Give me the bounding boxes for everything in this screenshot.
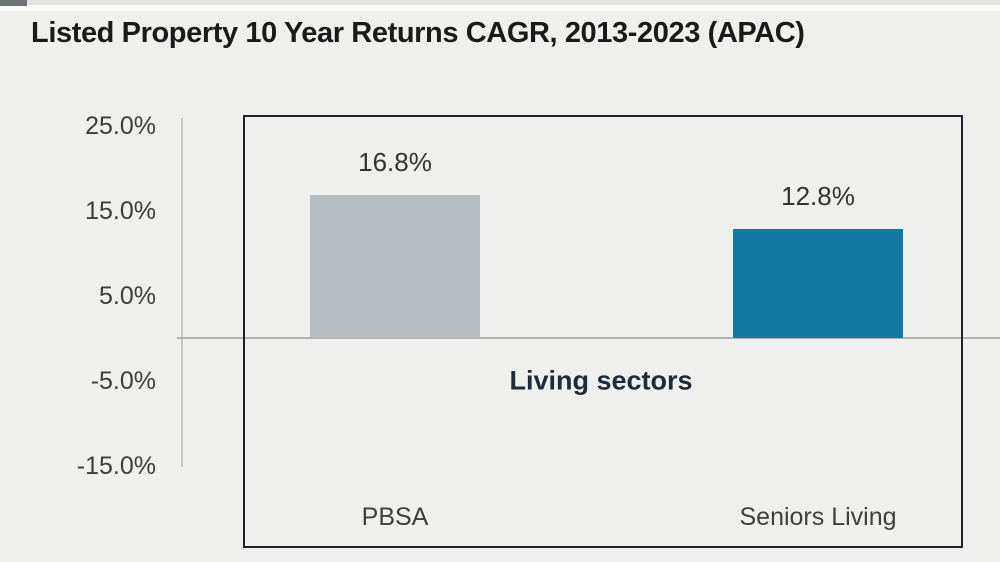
living-sectors-annotation: Living sectors: [509, 365, 693, 396]
window-top-strip: [0, 0, 1000, 5]
y-axis-line: [181, 118, 183, 467]
bar-seniors-living: [733, 229, 903, 338]
y-axis-tick-label: -5.0%: [90, 366, 156, 395]
bar-pbsa: [310, 195, 480, 338]
value-label-pbsa: 16.8%: [358, 147, 432, 178]
y-axis-tick-label: 25.0%: [85, 111, 156, 140]
window-top-corner-fragment: [0, 0, 27, 6]
y-axis-tick-label: -15.0%: [76, 451, 156, 480]
window-top-strip-highlight: [0, 5, 1000, 11]
y-axis-tick-label: 15.0%: [85, 196, 156, 225]
category-label-pbsa: PBSA: [361, 503, 429, 531]
zero-gridline: [177, 337, 1000, 339]
chart-title: Listed Property 10 Year Returns CAGR, 20…: [31, 17, 805, 49]
value-label-seniors-living: 12.8%: [781, 181, 855, 212]
category-label-seniors-living: Seniors Living: [739, 503, 897, 531]
y-axis-tick-label: 5.0%: [99, 281, 156, 310]
